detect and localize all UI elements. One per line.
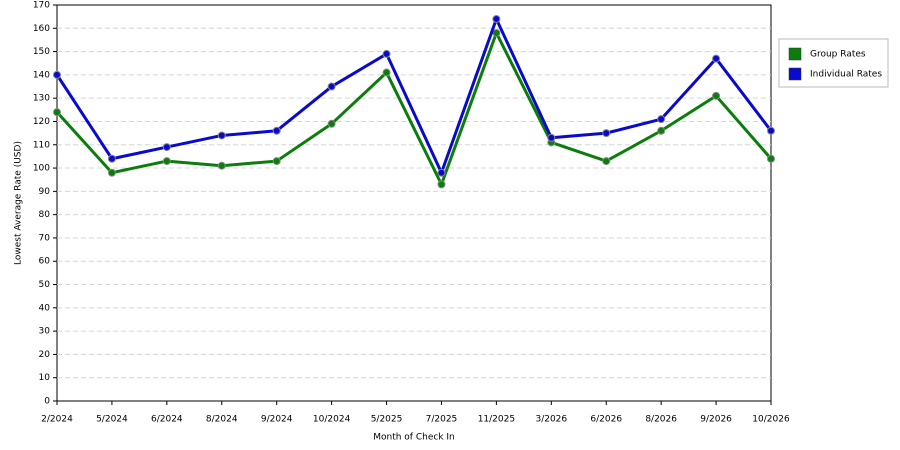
legend-label: Group Rates [810,50,866,60]
series-line [55,17,773,175]
x-tick-label: 11/2025 [478,415,515,425]
x-tick-label: 3/2026 [535,415,567,425]
x-tick-label: 5/2025 [371,415,403,425]
y-tick-label: 110 [33,140,50,150]
grid [57,27,771,379]
data-point [217,131,226,140]
x-tick-label: 7/2025 [426,415,458,425]
legend-swatch [788,47,802,61]
data-point [272,126,281,135]
y-axis-label: Lowest Average Rate (USD) [14,141,24,265]
y-tick-label: 70 [39,233,51,243]
data-point [657,126,666,135]
data-point [602,129,611,138]
y-tick-label: 90 [39,187,51,197]
data-point [492,28,501,37]
data-point [327,119,336,128]
y-tick-label: 120 [33,117,50,127]
data-point [53,108,61,117]
y-tick-label: 130 [33,94,50,104]
y-tick-label: 150 [33,47,50,57]
data-point [712,91,721,100]
y-tick-label: 20 [39,350,51,360]
data-point [327,82,336,91]
legend-label: Individual Rates [810,70,882,80]
data-point [437,180,446,189]
data-point [272,157,281,166]
y-tick-label: 0 [44,397,50,407]
y-tick-label: 140 [33,70,50,80]
data-point [547,133,556,142]
x-tick-label: 9/2026 [700,415,732,425]
legend-swatch [788,67,802,81]
y-tick-label: 170 [33,1,50,11]
data-point [767,126,775,135]
y-tick-label: 30 [39,327,51,337]
data-point [767,154,775,163]
x-tick-label: 6/2024 [151,415,183,425]
y-tick-label: 50 [39,280,51,290]
x-tick-label: 9/2024 [261,415,293,425]
x-tick-label: 8/2024 [206,415,238,425]
data-point [107,154,116,163]
data-point [162,157,171,166]
x-tick-label: 5/2024 [96,415,128,425]
y-tick-label: 60 [39,257,51,267]
data-point [107,168,116,177]
data-point [602,157,611,166]
data-point [382,68,391,77]
y-tick-label: 160 [33,24,50,34]
plot-area [56,4,772,402]
y-tick-label: 10 [39,373,51,383]
series-line [55,31,773,186]
y-tick-label: 40 [39,303,51,313]
x-tick-label: 2/2024 [41,415,73,425]
x-tick-label: 10/2024 [313,415,351,425]
data-point [382,49,391,58]
data-point [492,14,501,23]
data-point [217,161,226,170]
y-tick-label: 80 [39,210,51,220]
y-tick-label: 100 [33,164,50,174]
x-tick-label: 8/2026 [645,415,677,425]
x-tick-label: 6/2026 [590,415,622,425]
data-point [162,143,171,152]
x-tick-label: 10/2026 [752,415,790,425]
data-point [437,168,446,177]
data-point [53,70,61,79]
x-axis-label: Month of Check In [373,433,455,443]
data-point [657,115,666,124]
data-point [712,54,721,63]
